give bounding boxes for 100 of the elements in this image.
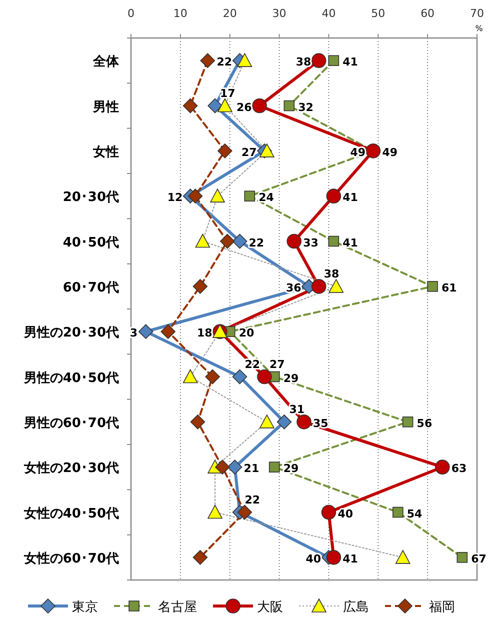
x-tick-label: 50 [371,7,386,20]
y-tick-label: 20･30代 [62,190,119,206]
legend-label: 広島 [343,599,369,615]
data-label: 18 [196,326,212,340]
point [268,462,280,472]
point [427,281,438,292]
x-tick-label: 30 [272,7,286,20]
x-tick-label: 40 [322,7,336,20]
y-tick-label: 女性の40･50代 [22,506,119,522]
point [328,236,340,247]
x-axis-title: % [475,24,484,33]
point [395,550,410,564]
data-label: 41 [342,191,358,204]
data-label: 54 [406,507,423,520]
legend-label: 福岡 [429,600,455,615]
y-tick-label: 男性 [92,100,119,115]
point [326,550,342,565]
point [215,460,230,474]
point [296,414,312,430]
point [208,98,222,114]
data-label: 29 [283,462,299,476]
point [200,53,216,68]
point [188,188,203,204]
data-label: 49 [382,146,398,159]
point [227,460,242,474]
data-label: 67 [471,552,486,566]
data-label: 27 [241,146,257,159]
data-label: 22 [244,493,260,506]
point [237,53,252,67]
data-label: 49 [350,146,366,159]
point [220,234,235,249]
point [218,98,232,112]
point [205,369,220,384]
point [435,460,450,474]
data-label: 41 [342,56,358,69]
data-label: 29 [283,372,299,385]
data-label: 33 [303,236,318,250]
data-label: 63 [451,462,467,476]
data-label: 56 [416,416,432,430]
point [192,279,208,294]
data-label: 61 [442,281,457,294]
y-tick-label: 女性の20･30代 [22,461,119,476]
point [192,550,208,565]
point [182,98,198,114]
data-label: 40 [338,507,354,520]
point [321,504,336,520]
point [244,190,256,202]
point [252,98,267,114]
point [328,279,344,293]
data-label: 22 [248,236,264,250]
point [260,414,274,428]
point [328,55,340,66]
data-label: 20 [238,326,255,340]
y-tick-label: 女性の60･70代 [22,551,119,566]
point [286,234,302,249]
point [160,324,176,339]
data-label: 27 [269,358,285,371]
x-tick-label: 10 [173,7,188,20]
x-tick-label: 70 [470,7,484,20]
point [190,414,206,430]
legend-label: 東京 [72,600,98,615]
y-tick-label: 全体 [92,54,120,70]
point [276,414,292,430]
point [138,324,154,339]
y-tick-label: 男性の60･70代 [22,416,119,431]
data-label: 22 [216,56,232,69]
y-tick-label: 60･70代 [62,280,119,296]
point [311,279,326,294]
y-tick-label: 女性 [92,144,119,160]
point [456,552,468,563]
point [195,234,210,248]
point [208,504,222,519]
data-label: 24 [258,191,274,204]
point [210,188,225,202]
data-label: 40 [306,552,322,566]
point [182,369,198,384]
data-label: 21 [244,462,260,476]
y-tick-label: 男性の40･50代 [22,370,119,386]
data-label: 41 [342,236,358,250]
data-label: 26 [236,100,252,114]
y-tick-label: 40･50代 [62,235,119,250]
y-tick-label: 男性の20･30代 [22,326,119,341]
legend-label: 大阪 [257,600,283,615]
x-tick-label: 0 [128,7,134,20]
point [218,144,232,158]
point [402,416,414,428]
data-label: 38 [296,56,312,69]
point [326,188,342,204]
point [237,504,252,520]
data-label: 41 [342,552,358,566]
x-tick-label: 20 [222,7,237,20]
point [232,369,248,384]
point [392,506,404,518]
data-label: 12 [167,191,183,204]
point [284,100,295,112]
legend-label: 名古屋 [158,600,197,615]
data-label: 3 [130,326,138,340]
data-label: 38 [324,267,340,280]
x-tick-label: 60 [420,7,435,20]
point [232,234,248,249]
